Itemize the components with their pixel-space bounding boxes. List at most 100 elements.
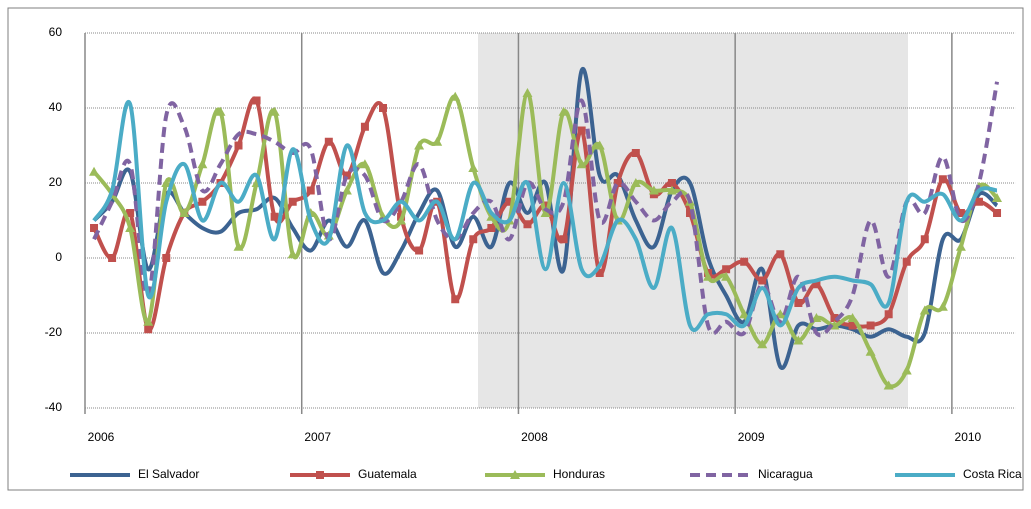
marker: [559, 235, 568, 244]
x-tick-label: 2008: [521, 430, 548, 444]
marker: [540, 208, 551, 217]
marker: [288, 197, 297, 206]
marker: [89, 166, 100, 176]
marker: [487, 224, 496, 232]
marker: [920, 235, 929, 244]
line: [92, 99, 998, 333]
x-tick-label: 2010: [955, 430, 982, 444]
marker: [198, 197, 207, 206]
marker: [739, 309, 750, 319]
marker: [793, 335, 804, 345]
marker: [233, 241, 244, 251]
y-tick-label: 20: [49, 175, 63, 189]
marker: [143, 316, 154, 326]
marker: [234, 141, 243, 150]
marker: [341, 185, 352, 195]
marker: [215, 106, 226, 116]
marker: [197, 159, 208, 169]
marker: [722, 265, 731, 274]
marker: [360, 122, 369, 131]
legend-label: Guatemala: [358, 467, 417, 481]
marker: [541, 201, 550, 210]
marker: [108, 254, 117, 262]
marker: [523, 220, 532, 229]
marker: [505, 197, 514, 206]
marker: [432, 136, 443, 146]
marker: [686, 209, 695, 217]
marker: [956, 209, 965, 217]
marker: [522, 88, 533, 97]
line: [92, 81, 999, 338]
marker: [125, 223, 136, 232]
marker: [306, 186, 315, 195]
marker: [613, 179, 622, 187]
marker: [269, 106, 280, 116]
marker: [468, 163, 479, 172]
x-tick-label: 2006: [88, 430, 115, 444]
marker: [469, 235, 478, 244]
marker: [901, 365, 912, 375]
marker: [775, 309, 786, 319]
marker: [270, 212, 279, 221]
marker: [812, 280, 821, 289]
marker: [937, 301, 948, 311]
marker: [162, 254, 171, 262]
marker: [577, 126, 586, 135]
marker: [630, 178, 641, 187]
line: [92, 66, 999, 371]
y-tick-label: -40: [45, 400, 63, 414]
marker: [758, 276, 767, 285]
marker: [938, 175, 947, 184]
marker: [594, 140, 605, 150]
marker: [848, 321, 857, 330]
marker: [955, 241, 966, 251]
marker: [884, 310, 893, 319]
marker: [576, 159, 587, 169]
marker: [378, 104, 387, 112]
y-tick-label: 40: [49, 100, 63, 114]
legend-label: Honduras: [553, 467, 605, 481]
marker: [830, 314, 839, 322]
y-tick-label: -20: [45, 325, 63, 339]
marker: [902, 257, 911, 266]
marker: [126, 209, 135, 217]
marker: [740, 257, 749, 266]
marker: [324, 137, 333, 146]
marker: [179, 208, 190, 217]
y-tick-label: 0: [55, 250, 62, 264]
marker: [992, 193, 1003, 202]
marker: [974, 197, 983, 206]
marker: [486, 211, 497, 221]
marker: [866, 321, 875, 330]
marker: [316, 471, 324, 479]
marker: [359, 159, 370, 169]
marker: [415, 246, 424, 255]
marker: [883, 380, 894, 390]
marker: [811, 313, 822, 322]
marker: [757, 339, 768, 349]
marker: [558, 106, 569, 116]
marker: [648, 185, 659, 195]
marker: [451, 295, 460, 304]
marker: [161, 178, 172, 187]
marker: [631, 149, 640, 157]
marker: [666, 185, 677, 195]
marker: [144, 325, 153, 334]
marker: [287, 249, 298, 259]
y-tick-label: 60: [49, 25, 63, 39]
marker: [794, 299, 803, 307]
marker: [450, 91, 461, 101]
marker: [847, 313, 858, 322]
marker: [703, 271, 714, 281]
marker: [667, 179, 676, 187]
marker: [252, 96, 261, 105]
marker: [721, 271, 732, 281]
marker: [510, 470, 520, 479]
marker: [776, 250, 785, 259]
marker: [993, 209, 1002, 217]
marker: [396, 215, 407, 225]
marker: [414, 140, 425, 150]
legend-label: Nicaragua: [758, 467, 813, 481]
marker: [90, 224, 99, 232]
